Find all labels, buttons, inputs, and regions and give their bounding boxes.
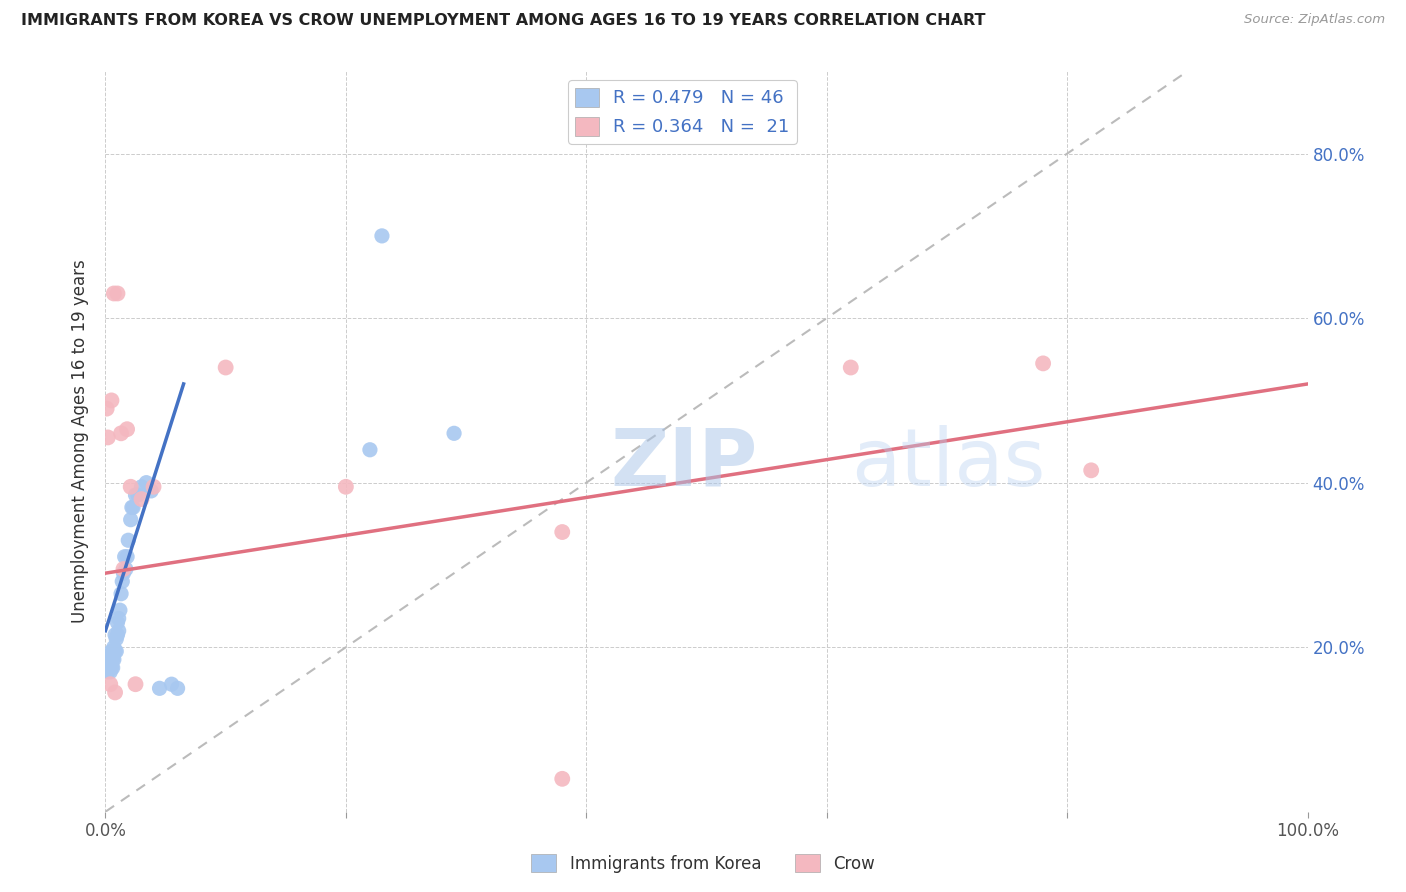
Point [100, 661, 122, 675]
Point [103, 640, 125, 655]
Point [135, 475, 157, 490]
Point [551, 524, 574, 539]
Point [443, 426, 465, 441]
Point [839, 360, 862, 375]
Point [112, 562, 135, 576]
Point [124, 677, 146, 691]
Point [100, 393, 122, 408]
Point [335, 480, 357, 494]
Text: atlas: atlas [851, 425, 1045, 503]
Point [101, 652, 124, 666]
Point [115, 549, 138, 564]
Point [131, 480, 153, 494]
Point [142, 480, 165, 494]
Point [100, 644, 122, 658]
Point [97, 665, 120, 679]
Text: ZIP: ZIP [610, 425, 758, 503]
Legend: R = 0.479   N = 46, R = 0.364   N =  21: R = 0.479 N = 46, R = 0.364 N = 21 [568, 80, 797, 144]
Point [117, 533, 139, 548]
Point [101, 644, 124, 658]
Point [112, 566, 135, 581]
Point [120, 480, 142, 494]
Point [124, 488, 146, 502]
Point [148, 681, 170, 696]
Point [371, 228, 394, 243]
Point [111, 574, 134, 589]
Point [160, 677, 183, 691]
Point [98, 677, 121, 691]
Point [139, 483, 162, 498]
Point [98, 665, 121, 679]
Point [105, 644, 128, 658]
Point [96, 661, 118, 675]
Y-axis label: Unemployment Among Ages 16 to 19 years: Unemployment Among Ages 16 to 19 years [72, 260, 90, 624]
Point [127, 488, 149, 502]
Point [103, 286, 125, 301]
Point [108, 603, 131, 617]
Point [166, 681, 188, 696]
Point [100, 652, 122, 666]
Point [104, 685, 127, 699]
Point [1080, 463, 1102, 477]
Point [107, 611, 129, 625]
Point [131, 492, 153, 507]
Point [107, 615, 129, 630]
Text: Source: ZipAtlas.com: Source: ZipAtlas.com [1244, 13, 1385, 27]
Point [121, 500, 143, 515]
Point [98, 661, 121, 675]
Point [101, 661, 124, 675]
Point [104, 628, 127, 642]
Point [110, 587, 132, 601]
Point [98, 657, 121, 671]
Legend: Immigrants from Korea, Crow: Immigrants from Korea, Crow [524, 847, 882, 880]
Point [122, 500, 145, 515]
Point [107, 628, 129, 642]
Point [551, 772, 574, 786]
Point [105, 632, 128, 646]
Point [214, 360, 236, 375]
Point [103, 652, 125, 666]
Point [97, 652, 120, 666]
Point [97, 430, 120, 444]
Point [115, 422, 138, 436]
Text: IMMIGRANTS FROM KOREA VS CROW UNEMPLOYMENT AMONG AGES 16 TO 19 YEARS CORRELATION: IMMIGRANTS FROM KOREA VS CROW UNEMPLOYME… [21, 13, 986, 29]
Point [114, 549, 136, 564]
Point [96, 401, 118, 416]
Point [98, 657, 121, 671]
Point [120, 513, 142, 527]
Point [107, 286, 129, 301]
Point [1032, 356, 1054, 370]
Point [107, 624, 129, 638]
Point [110, 426, 132, 441]
Point [104, 644, 127, 658]
Point [115, 562, 138, 576]
Point [98, 648, 121, 663]
Point [359, 442, 381, 457]
